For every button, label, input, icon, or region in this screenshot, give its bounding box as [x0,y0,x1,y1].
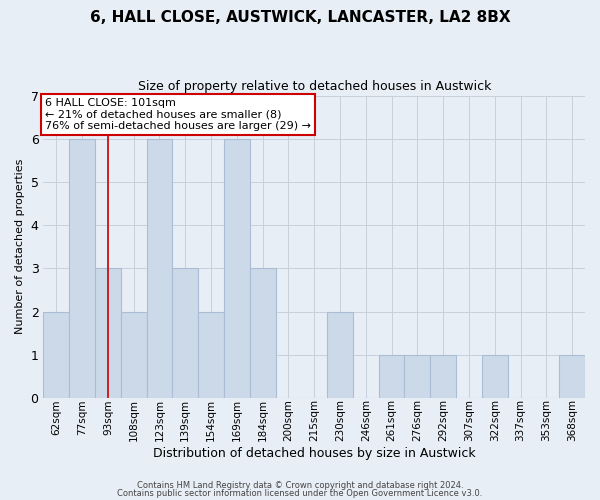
Text: Contains public sector information licensed under the Open Government Licence v3: Contains public sector information licen… [118,488,482,498]
Bar [69,139,95,398]
Bar [250,268,275,398]
Bar [404,354,430,398]
Bar [430,354,456,398]
Bar [224,139,250,398]
Bar [559,354,585,398]
Bar [146,139,172,398]
Bar [482,354,508,398]
Text: 6, HALL CLOSE, AUSTWICK, LANCASTER, LA2 8BX: 6, HALL CLOSE, AUSTWICK, LANCASTER, LA2 … [89,10,511,25]
Bar [379,354,404,398]
Bar [198,312,224,398]
Text: 6 HALL CLOSE: 101sqm
← 21% of detached houses are smaller (8)
76% of semi-detach: 6 HALL CLOSE: 101sqm ← 21% of detached h… [45,98,311,131]
Bar [172,268,198,398]
Title: Size of property relative to detached houses in Austwick: Size of property relative to detached ho… [137,80,491,93]
Y-axis label: Number of detached properties: Number of detached properties [15,159,25,334]
Bar [95,268,121,398]
Bar [327,312,353,398]
Bar [43,312,69,398]
Text: Contains HM Land Registry data © Crown copyright and database right 2024.: Contains HM Land Registry data © Crown c… [137,481,463,490]
Bar [121,312,146,398]
X-axis label: Distribution of detached houses by size in Austwick: Distribution of detached houses by size … [153,447,476,460]
